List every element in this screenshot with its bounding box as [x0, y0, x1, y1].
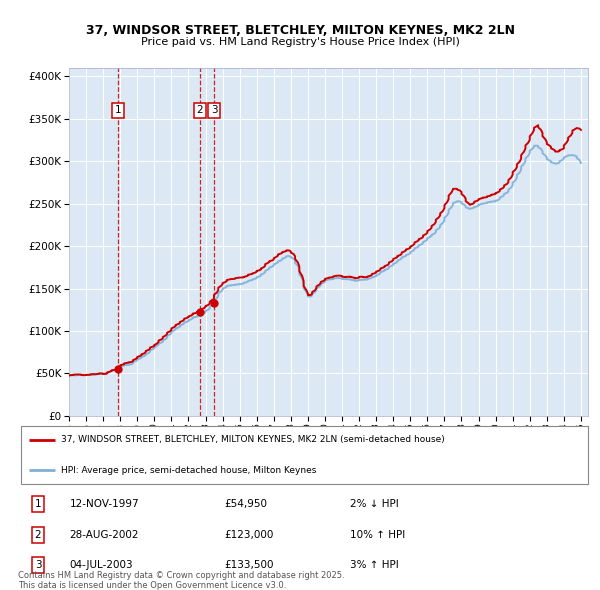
Text: HPI: Average price, semi-detached house, Milton Keynes: HPI: Average price, semi-detached house,…: [61, 466, 316, 475]
Text: 2: 2: [35, 530, 41, 540]
Text: 1: 1: [35, 499, 41, 509]
Text: 3: 3: [211, 105, 217, 115]
Text: £133,500: £133,500: [224, 560, 274, 570]
Text: 12-NOV-1997: 12-NOV-1997: [70, 499, 139, 509]
Text: £123,000: £123,000: [224, 530, 274, 540]
FancyBboxPatch shape: [21, 426, 588, 484]
Text: 3% ↑ HPI: 3% ↑ HPI: [350, 560, 399, 570]
Text: Price paid vs. HM Land Registry's House Price Index (HPI): Price paid vs. HM Land Registry's House …: [140, 37, 460, 47]
Text: 37, WINDSOR STREET, BLETCHLEY, MILTON KEYNES, MK2 2LN (semi-detached house): 37, WINDSOR STREET, BLETCHLEY, MILTON KE…: [61, 435, 445, 444]
Text: 10% ↑ HPI: 10% ↑ HPI: [350, 530, 406, 540]
Text: 3: 3: [35, 560, 41, 570]
Text: 2: 2: [196, 105, 203, 115]
Text: 28-AUG-2002: 28-AUG-2002: [70, 530, 139, 540]
Text: 2% ↓ HPI: 2% ↓ HPI: [350, 499, 399, 509]
Text: 1: 1: [115, 105, 121, 115]
Text: 04-JUL-2003: 04-JUL-2003: [70, 560, 133, 570]
Text: £54,950: £54,950: [224, 499, 267, 509]
Text: 37, WINDSOR STREET, BLETCHLEY, MILTON KEYNES, MK2 2LN: 37, WINDSOR STREET, BLETCHLEY, MILTON KE…: [86, 24, 515, 37]
Text: Contains HM Land Registry data © Crown copyright and database right 2025.
This d: Contains HM Land Registry data © Crown c…: [18, 571, 344, 590]
